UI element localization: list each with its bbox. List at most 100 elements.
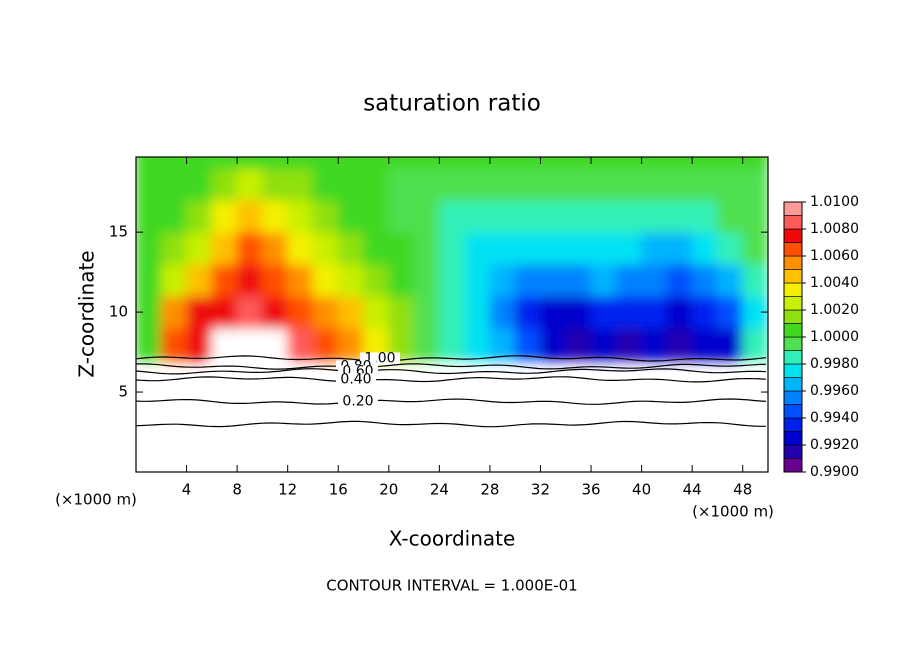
contour-line bbox=[135, 376, 767, 383]
field-cell bbox=[514, 327, 541, 361]
field-cell bbox=[438, 231, 466, 265]
field-cell bbox=[287, 263, 314, 297]
field-cell bbox=[388, 167, 415, 201]
x-tick-label: 8 bbox=[232, 481, 242, 499]
field-cell bbox=[186, 167, 213, 201]
field-cell bbox=[438, 157, 466, 169]
field-cell bbox=[287, 157, 314, 169]
contour-label-bg bbox=[338, 395, 378, 408]
field-cell bbox=[691, 199, 718, 233]
field-cell bbox=[464, 231, 491, 265]
field-cell bbox=[160, 167, 188, 201]
field-cell bbox=[186, 199, 213, 233]
colorbar-bin bbox=[783, 390, 803, 405]
field-cell bbox=[287, 327, 314, 361]
colorbar-bin bbox=[783, 228, 803, 243]
field-cell bbox=[363, 199, 390, 233]
field-cell bbox=[236, 231, 263, 265]
field-cell bbox=[489, 157, 516, 169]
y-tick-label: 15 bbox=[109, 223, 128, 241]
colorbar-tick-label: 0.9960 bbox=[810, 383, 859, 399]
field-cell bbox=[514, 231, 541, 265]
field-cell bbox=[666, 199, 693, 233]
field-cell bbox=[742, 327, 768, 361]
field-cell bbox=[691, 167, 718, 201]
field-cell bbox=[261, 327, 289, 361]
field-cell bbox=[615, 199, 643, 233]
field-cell bbox=[641, 231, 668, 265]
colorbar-bin bbox=[783, 255, 803, 270]
field-cell bbox=[716, 295, 744, 329]
field-cell bbox=[691, 231, 718, 265]
field-cell bbox=[413, 327, 440, 361]
field-cell bbox=[337, 327, 365, 361]
field-cell bbox=[337, 167, 365, 201]
field-cell bbox=[236, 157, 263, 169]
field-cell bbox=[742, 167, 768, 201]
field-cell bbox=[539, 295, 567, 329]
field-cell bbox=[641, 157, 668, 169]
field-cell bbox=[489, 167, 516, 201]
field-cell bbox=[666, 263, 693, 297]
field-cell bbox=[716, 199, 744, 233]
x-tick-label: 32 bbox=[531, 481, 550, 499]
colorbar-tick-label: 1.0020 bbox=[810, 302, 859, 318]
field-cell bbox=[261, 263, 289, 297]
field-cell bbox=[565, 263, 592, 297]
field-cell bbox=[363, 263, 390, 297]
field-cell bbox=[236, 263, 263, 297]
colorbar-bin bbox=[783, 323, 803, 338]
axes: 4 8 12 16 20 24 28 32 36 40 44 48510150.99000.99200… bbox=[109, 156, 859, 499]
field-cell bbox=[186, 263, 213, 297]
field-cell bbox=[413, 263, 440, 297]
field-cell bbox=[438, 263, 466, 297]
field-cell bbox=[438, 167, 466, 201]
field-cell bbox=[388, 157, 415, 169]
field-cell bbox=[590, 167, 617, 201]
colorbar-bin bbox=[783, 269, 803, 284]
y-axis-label: Z-coordinate bbox=[75, 250, 99, 377]
colorbar-tick-label: 1.0080 bbox=[810, 221, 859, 237]
field-cell bbox=[691, 157, 718, 169]
field-cell bbox=[590, 199, 617, 233]
field-cell bbox=[691, 327, 718, 361]
field-cell bbox=[590, 157, 617, 169]
field-cell bbox=[539, 231, 567, 265]
field-cell bbox=[211, 295, 238, 329]
field-cell bbox=[489, 327, 516, 361]
contour-line bbox=[135, 363, 767, 370]
field-cell bbox=[590, 263, 617, 297]
field-cell bbox=[337, 263, 365, 297]
field-cell bbox=[337, 231, 365, 265]
colorbar-bin bbox=[783, 417, 803, 432]
field-cell bbox=[590, 231, 617, 265]
field-cell bbox=[539, 263, 567, 297]
field-cell bbox=[136, 157, 162, 169]
field-cell bbox=[464, 167, 491, 201]
contours: 1.000.800.600.400.20 bbox=[135, 350, 767, 428]
field-cell bbox=[211, 199, 238, 233]
field-cell bbox=[413, 157, 440, 169]
field-cell bbox=[186, 295, 213, 329]
field-cell bbox=[489, 263, 516, 297]
field-cell bbox=[186, 231, 213, 265]
field-cell bbox=[136, 263, 162, 297]
field-cell bbox=[489, 295, 516, 329]
field-cell bbox=[236, 199, 263, 233]
field-cell bbox=[186, 157, 213, 169]
field-cell bbox=[641, 295, 668, 329]
field-cell bbox=[312, 327, 339, 361]
field-cell bbox=[438, 327, 466, 361]
field-cell bbox=[160, 263, 188, 297]
field-cell bbox=[464, 327, 491, 361]
field-cell bbox=[211, 157, 238, 169]
field-cell bbox=[565, 295, 592, 329]
field-cell bbox=[136, 231, 162, 265]
contour-label: 0.40 bbox=[340, 371, 371, 387]
field-cell bbox=[615, 327, 643, 361]
field-cell bbox=[464, 295, 491, 329]
field-cell bbox=[388, 231, 415, 265]
field bbox=[136, 157, 768, 361]
x-tick-label: 48 bbox=[733, 481, 752, 499]
colorbar-tick-label: 1.0100 bbox=[810, 194, 859, 210]
